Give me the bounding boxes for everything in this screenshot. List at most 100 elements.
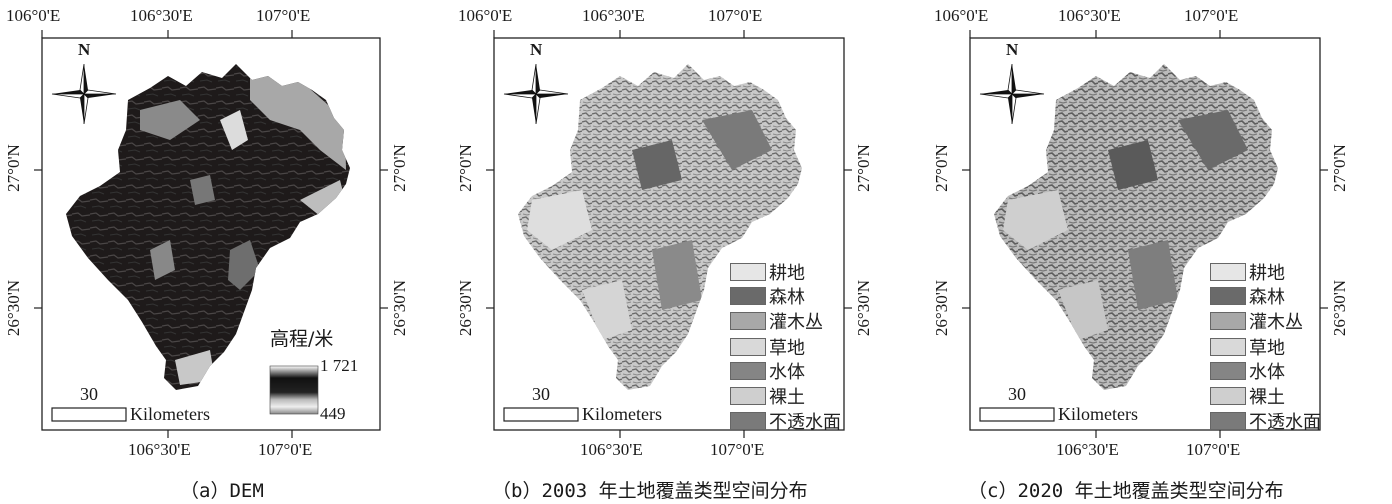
legend-item-cropland: 耕地 bbox=[1210, 261, 1285, 284]
dem-legend-max: 1 721 bbox=[320, 356, 359, 375]
legend-label: 灌木丛 bbox=[1249, 311, 1303, 333]
legend-item-cropland: 耕地 bbox=[730, 261, 805, 284]
legend-label: 森林 bbox=[769, 286, 805, 308]
legend-swatch bbox=[1210, 411, 1246, 430]
right-tick-27-0: 27°0'N bbox=[853, 144, 873, 192]
legend-label: 耕地 bbox=[1249, 262, 1285, 284]
legend-swatch bbox=[730, 411, 766, 430]
dem-color-ramp bbox=[269, 365, 319, 415]
left-tick-27-0: 27°0'N bbox=[931, 144, 951, 192]
top-tick-107-0: 107°0'E bbox=[1184, 6, 1239, 25]
north-arrow-icon bbox=[979, 63, 1045, 125]
legend-item-grassland: 草地 bbox=[1210, 336, 1285, 359]
legend-swatch bbox=[730, 386, 766, 405]
legend-label: 灌木丛 bbox=[769, 311, 823, 333]
scale-bar bbox=[503, 407, 579, 422]
dem-legend-min: 449 bbox=[320, 404, 346, 423]
legend-swatch bbox=[730, 337, 766, 356]
legend-item-grassland: 草地 bbox=[730, 336, 805, 359]
bottom-tick-107-0: 107°0'E bbox=[258, 440, 313, 459]
legend-item-forest: 森林 bbox=[1210, 285, 1285, 308]
caption-b: （b）2003 年土地覆盖类型空间分布 bbox=[492, 480, 808, 502]
legend-swatch bbox=[730, 311, 766, 330]
legend-swatch bbox=[1210, 361, 1246, 380]
legend-swatch bbox=[1210, 311, 1246, 330]
panel-landcover-2020: 106°0'E 106°30'E 107°0'E 106°30'E 107°0'… bbox=[928, 0, 1392, 504]
legend-label: 不透水面 bbox=[1249, 411, 1321, 433]
north-arrow-icon bbox=[51, 63, 117, 125]
legend-item-bare-soil: 裸土 bbox=[1210, 385, 1285, 408]
top-tick-107-0: 107°0'E bbox=[256, 6, 311, 25]
legend-swatch bbox=[730, 286, 766, 305]
legend-label: 水体 bbox=[769, 361, 805, 383]
map-frame bbox=[493, 37, 845, 431]
bottom-tick-107-0: 107°0'E bbox=[710, 440, 765, 459]
panel-dem: 106°0'E 106°30'E 107°0'E 106°30'E 107°0'… bbox=[0, 0, 464, 504]
left-tick-26-30: 26°30'N bbox=[456, 279, 476, 337]
scale-bar bbox=[51, 407, 127, 422]
legend-item-impervious: 不透水面 bbox=[730, 410, 841, 433]
legend-swatch bbox=[1210, 262, 1246, 281]
scale-unit: Kilometers bbox=[130, 404, 210, 424]
legend-swatch bbox=[1210, 337, 1246, 356]
north-label: N bbox=[78, 40, 91, 59]
top-tick-106-0: 106°0'E bbox=[6, 6, 61, 25]
top-tick-106-30: 106°30'E bbox=[130, 6, 193, 25]
legend-label: 耕地 bbox=[769, 262, 805, 284]
bottom-tick-106-30: 106°30'E bbox=[580, 440, 643, 459]
dem-map bbox=[34, 30, 388, 438]
map-frame bbox=[969, 37, 1321, 431]
top-tick-106-0: 106°0'E bbox=[458, 6, 513, 25]
legend-swatch bbox=[1210, 386, 1246, 405]
left-tick-27-0: 27°0'N bbox=[455, 144, 475, 192]
legend-label: 不透水面 bbox=[769, 411, 841, 433]
legend-item-shrub: 灌木丛 bbox=[730, 310, 823, 333]
scale-bar bbox=[979, 407, 1055, 422]
legend-swatch bbox=[730, 361, 766, 380]
legend-label: 森林 bbox=[1249, 286, 1285, 308]
right-tick-26-30: 26°30'N bbox=[854, 279, 874, 337]
panel-landcover-2003: 106°0'E 106°30'E 107°0'E 106°30'E 107°0'… bbox=[452, 0, 916, 504]
scale-value: 30 bbox=[532, 384, 550, 404]
bottom-tick-106-30: 106°30'E bbox=[128, 440, 191, 459]
top-tick-107-0: 107°0'E bbox=[708, 6, 763, 25]
top-tick-106-30: 106°30'E bbox=[582, 6, 645, 25]
left-tick-26-30: 26°30'N bbox=[932, 279, 952, 337]
caption-c: （c）2020 年土地覆盖类型空间分布 bbox=[968, 480, 1284, 502]
right-tick-26-30: 26°30'N bbox=[390, 279, 410, 337]
left-tick-26-30: 26°30'N bbox=[4, 279, 24, 337]
right-tick-26-30: 26°30'N bbox=[1330, 279, 1350, 337]
scale-value: 30 bbox=[80, 384, 98, 404]
legend-item-impervious: 不透水面 bbox=[1210, 410, 1321, 433]
landcover-2020-map bbox=[962, 30, 1328, 438]
legend-label: 草地 bbox=[1249, 337, 1285, 359]
left-tick-27-0: 27°0'N bbox=[3, 144, 23, 192]
landcover-2003-map bbox=[486, 30, 852, 438]
north-label: N bbox=[530, 40, 543, 59]
right-tick-27-0: 27°0'N bbox=[389, 144, 409, 192]
legend-item-forest: 森林 bbox=[730, 285, 805, 308]
right-tick-27-0: 27°0'N bbox=[1329, 144, 1349, 192]
map-frame bbox=[41, 37, 381, 431]
top-tick-106-0: 106°0'E bbox=[934, 6, 989, 25]
legend-item-shrub: 灌木丛 bbox=[1210, 310, 1303, 333]
legend-item-water: 水体 bbox=[1210, 360, 1285, 383]
dem-legend-title: 高程/米 bbox=[270, 328, 334, 350]
north-arrow-icon bbox=[503, 63, 569, 125]
legend-item-water: 水体 bbox=[730, 360, 805, 383]
scale-value: 30 bbox=[1008, 384, 1026, 404]
legend-label: 水体 bbox=[1249, 361, 1285, 383]
legend-swatch bbox=[730, 262, 766, 281]
bottom-tick-106-30: 106°30'E bbox=[1056, 440, 1119, 459]
bottom-tick-107-0: 107°0'E bbox=[1186, 440, 1241, 459]
legend-label: 裸土 bbox=[1249, 386, 1285, 408]
legend-label: 裸土 bbox=[769, 386, 805, 408]
legend-swatch bbox=[1210, 286, 1246, 305]
caption-a: （a）DEM bbox=[180, 480, 264, 502]
top-tick-106-30: 106°30'E bbox=[1058, 6, 1121, 25]
scale-unit: Kilometers bbox=[1058, 404, 1138, 424]
legend-label: 草地 bbox=[769, 337, 805, 359]
scale-unit: Kilometers bbox=[582, 404, 662, 424]
north-label: N bbox=[1006, 40, 1019, 59]
legend-item-bare-soil: 裸土 bbox=[730, 385, 805, 408]
